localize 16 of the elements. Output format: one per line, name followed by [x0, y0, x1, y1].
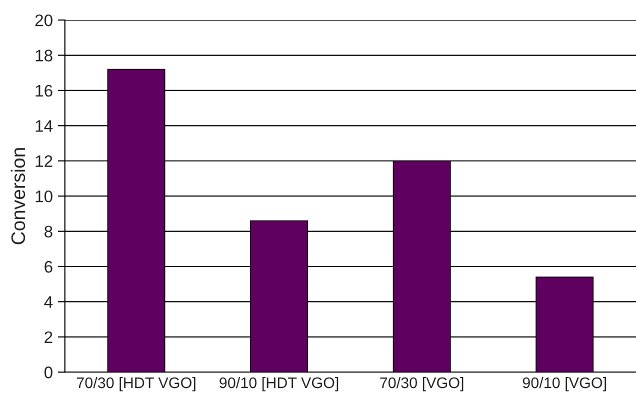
x-tick-label: 70/30 [VGO] — [380, 376, 464, 392]
x-tick-label: 90/10 [VGO] — [522, 376, 606, 392]
y-tick-label: 0 — [44, 366, 52, 378]
y-tick-label: 10 — [36, 190, 52, 202]
y-tick-label: 18 — [36, 50, 52, 62]
y-axis-title: Conversion — [10, 148, 26, 244]
y-tick-label: 8 — [44, 226, 52, 238]
x-tick-label: 70/30 [HDT VGO] — [76, 376, 196, 392]
x-tick-label: 90/10 [HDT VGO] — [220, 376, 338, 392]
y-tick-label: 4 — [44, 296, 53, 308]
y-tick-label: 20 — [35, 14, 52, 26]
y-tick-label: 16 — [36, 84, 52, 97]
y-tick-label: 6 — [44, 260, 52, 273]
y-tick-label: 12 — [36, 155, 52, 167]
y-tick-label: 2 — [44, 331, 52, 343]
y-tick-label: 14 — [36, 120, 53, 132]
